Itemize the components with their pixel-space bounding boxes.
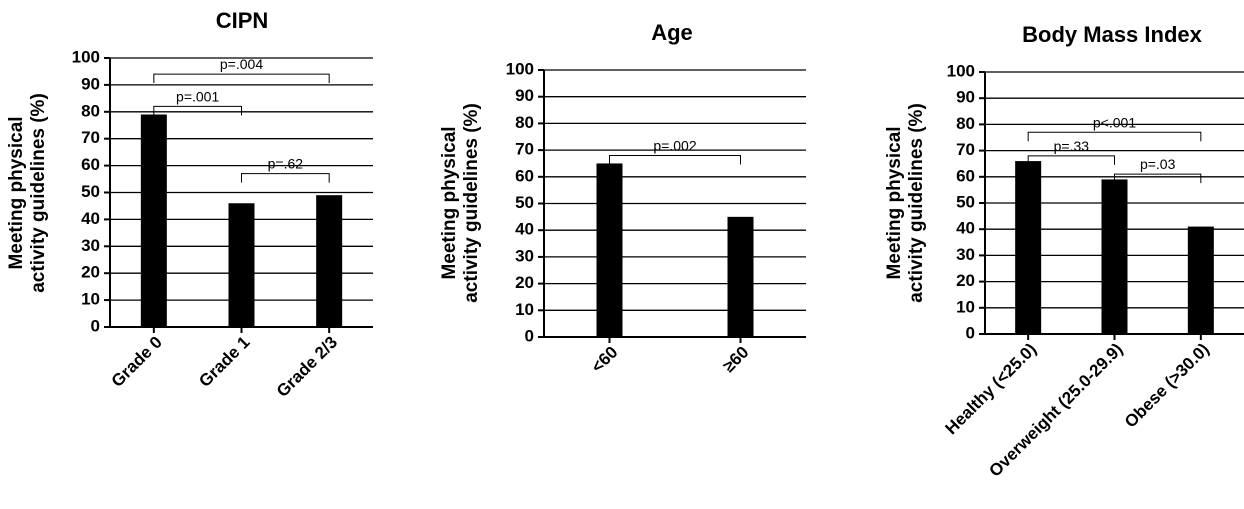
bar-2	[727, 216, 754, 337]
y-axis-label-line: Meeting physical	[439, 126, 460, 279]
y-tick-label: 90	[515, 86, 534, 105]
y-tick-label: 0	[525, 326, 534, 345]
y-tick-label: 40	[81, 209, 100, 228]
y-tick-label: 10	[515, 300, 534, 319]
y-tick-label: 20	[515, 273, 534, 292]
y-tick-label: 70	[956, 140, 975, 159]
bar-1	[596, 163, 623, 337]
x-category-label: <60	[588, 343, 622, 377]
x-category-label: Grade 1	[195, 333, 253, 391]
bar-2	[1101, 179, 1128, 334]
chart-panel-3: Body Mass Index Meeting physicalactivity …	[884, 22, 1244, 481]
y-tick-label: 50	[81, 182, 100, 201]
y-axis-label-line: Meeting physical	[884, 126, 905, 279]
y-axis-label-line: Meeting physical	[6, 116, 27, 269]
p-value-label: p=.001	[176, 88, 219, 104]
significance-bracket	[153, 73, 330, 84]
y-tick-label: 100	[947, 61, 975, 80]
p-value-label: p=.03	[1140, 156, 1176, 172]
x-category-label: ≥60	[719, 343, 752, 376]
y-tick-label: 60	[956, 166, 975, 185]
y-axis-label: Meeting physicalactivity guidelines (%)	[884, 103, 927, 303]
chart-panel-2: Age Meeting physicalactivity guidelines (…	[439, 20, 806, 377]
y-tick-label: 60	[515, 166, 534, 185]
significance-bracket	[1114, 173, 1202, 184]
bar-3	[316, 195, 343, 327]
x-category-label: Healthy (<25.0)	[942, 340, 1041, 439]
p-value-label: p<.001	[1093, 114, 1136, 130]
significance-bracket	[1027, 131, 1202, 142]
chart-title: Age	[651, 20, 693, 45]
y-tick-label: 10	[956, 297, 975, 316]
significance-bracket	[153, 105, 242, 116]
bar-1	[140, 114, 167, 328]
p-value-label: p=.004	[220, 56, 263, 72]
y-tick-label: 20	[956, 271, 975, 290]
y-axis-label: Meeting physicalactivity guidelines (%)	[439, 103, 482, 303]
y-tick-label: 100	[72, 47, 100, 66]
bar-2	[228, 203, 255, 327]
y-tick-label: 30	[956, 245, 975, 264]
significance-bracket	[241, 173, 330, 183]
x-category-label: Grade 2/3	[273, 333, 341, 401]
y-tick-label: 30	[81, 236, 100, 255]
y-tick-label: 0	[966, 323, 975, 342]
chart-title: Body Mass Index	[1022, 22, 1202, 47]
p-value-label: p=.002	[653, 137, 696, 153]
chart-title: CIPN	[216, 8, 269, 33]
bar-1	[1015, 161, 1042, 334]
y-tick-label: 50	[956, 192, 975, 211]
p-value-label: p=.62	[268, 156, 304, 172]
y-tick-label: 90	[81, 74, 100, 93]
y-tick-label: 40	[956, 219, 975, 238]
y-tick-label: 80	[81, 101, 100, 120]
y-tick-label: 80	[956, 114, 975, 133]
y-tick-label: 0	[91, 316, 100, 335]
y-tick-label: 100	[506, 59, 534, 78]
y-axis-label-line: activity guidelines (%)	[28, 93, 49, 293]
y-tick-label: 70	[81, 128, 100, 147]
y-tick-label: 20	[81, 263, 100, 282]
y-tick-label: 10	[81, 290, 100, 309]
y-tick-label: 50	[515, 193, 534, 212]
y-tick-label: 30	[515, 246, 534, 265]
p-value-label: p=.33	[1054, 138, 1090, 154]
y-tick-label: 90	[956, 88, 975, 107]
significance-bracket	[609, 154, 741, 165]
bar-3	[1187, 226, 1214, 334]
x-category-label: Obese (>30.0)	[1121, 340, 1213, 432]
x-category-label: Grade 0	[108, 333, 166, 391]
y-axis-label: Meeting physicalactivity guidelines (%)	[6, 93, 49, 293]
y-tick-label: 80	[515, 113, 534, 132]
y-axis-label-line: activity guidelines (%)	[461, 103, 482, 303]
y-tick-label: 60	[81, 155, 100, 174]
y-tick-label: 70	[515, 140, 534, 159]
y-tick-label: 40	[515, 220, 534, 239]
significance-bracket	[1027, 155, 1115, 165]
y-axis-label-line: activity guidelines (%)	[906, 103, 927, 303]
chart-panel-1: CIPN Meeting physicalactivity guidelines …	[6, 8, 373, 401]
